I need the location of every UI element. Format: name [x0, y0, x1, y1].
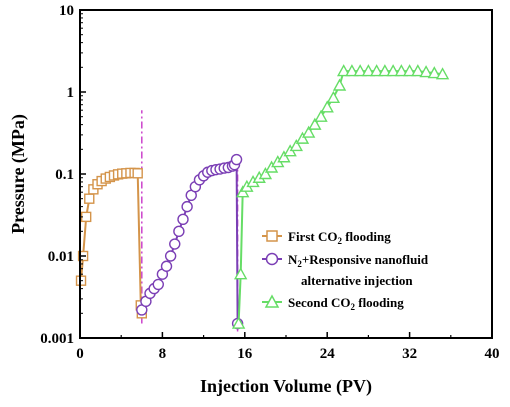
data-point-third [378, 64, 392, 77]
legend-label-third: Second CO2 flooding [288, 295, 404, 312]
x-axis-ticks: 0 8 16 24 32 40 [76, 332, 500, 362]
data-point-third [394, 64, 409, 77]
y-tick-label: 1 [67, 85, 75, 101]
data-point-third [402, 64, 417, 77]
legend-label-second-line1: N2+Responsive nanofluid [288, 252, 429, 269]
data-point-first [80, 211, 92, 223]
data-point-third [345, 64, 359, 77]
data-point-second [230, 153, 243, 166]
data-point-second [152, 278, 164, 291]
y-axis-title: Pressure (MPa) [8, 114, 29, 234]
legend-circle-marker [265, 252, 279, 266]
data-point-third [336, 64, 351, 77]
legend-label-first: First CO2 flooding [288, 229, 391, 246]
y-tick-label: 0.1 [55, 167, 74, 183]
data-point-third [332, 78, 347, 91]
y-tick-label: 0.01 [48, 249, 74, 265]
data-point-third [435, 67, 450, 80]
data-point-third [411, 64, 425, 77]
series-markers [75, 64, 450, 330]
legend-item-first: First CO2 flooding [262, 229, 391, 246]
x-tick-label: 24 [320, 346, 336, 362]
data-point-third [386, 64, 400, 77]
data-point-third [289, 138, 303, 152]
data-point-first [132, 168, 143, 179]
data-point-first [84, 193, 95, 204]
data-point-third [277, 150, 291, 163]
data-point-third [361, 64, 376, 77]
data-point-third [258, 167, 273, 180]
data-point-second [173, 225, 185, 238]
legend-triangle-marker [264, 294, 280, 308]
x-tick-label: 0 [76, 346, 84, 362]
y-tick-label: 0.001 [40, 331, 74, 347]
x-tick-label: 40 [485, 346, 500, 362]
x-tick-label: 8 [159, 346, 167, 362]
x-tick-label: 32 [402, 346, 417, 362]
data-point-second [160, 260, 173, 272]
legend-item-third: Second CO2 flooding [262, 294, 404, 312]
x-axis-title: Injection Volume (PV) [200, 376, 372, 397]
data-point-third [301, 125, 316, 138]
data-point-third [369, 64, 384, 77]
data-point-third [231, 316, 246, 329]
data-point-third [419, 65, 433, 78]
data-point-second [164, 250, 177, 262]
data-point-second [181, 200, 193, 213]
legend-square-marker [266, 230, 278, 242]
y-axis-ticks: 0.001 0.01 0.1 1 10 [40, 3, 86, 347]
reference-lines [141, 110, 239, 332]
data-point-third [233, 267, 248, 280]
data-point-third [320, 100, 334, 113]
data-point-third [353, 64, 367, 77]
data-point-third [326, 90, 341, 103]
x-tick-label: 16 [237, 346, 253, 362]
data-point-second [169, 238, 181, 250]
data-point-third [427, 66, 442, 79]
data-point-third [308, 117, 322, 130]
legend-item-second: N2+Responsive nanofluid alternative inje… [262, 252, 429, 288]
legend-label-second-line2: alternative injection [301, 273, 413, 288]
legend: First CO2 flooding N2+Responsive nanoflu… [262, 229, 429, 312]
data-point-second [177, 213, 189, 226]
data-point-third [295, 131, 310, 144]
y-tick-label: 10 [59, 3, 74, 19]
data-point-third [314, 109, 328, 122]
series-line-second [140, 159, 239, 324]
